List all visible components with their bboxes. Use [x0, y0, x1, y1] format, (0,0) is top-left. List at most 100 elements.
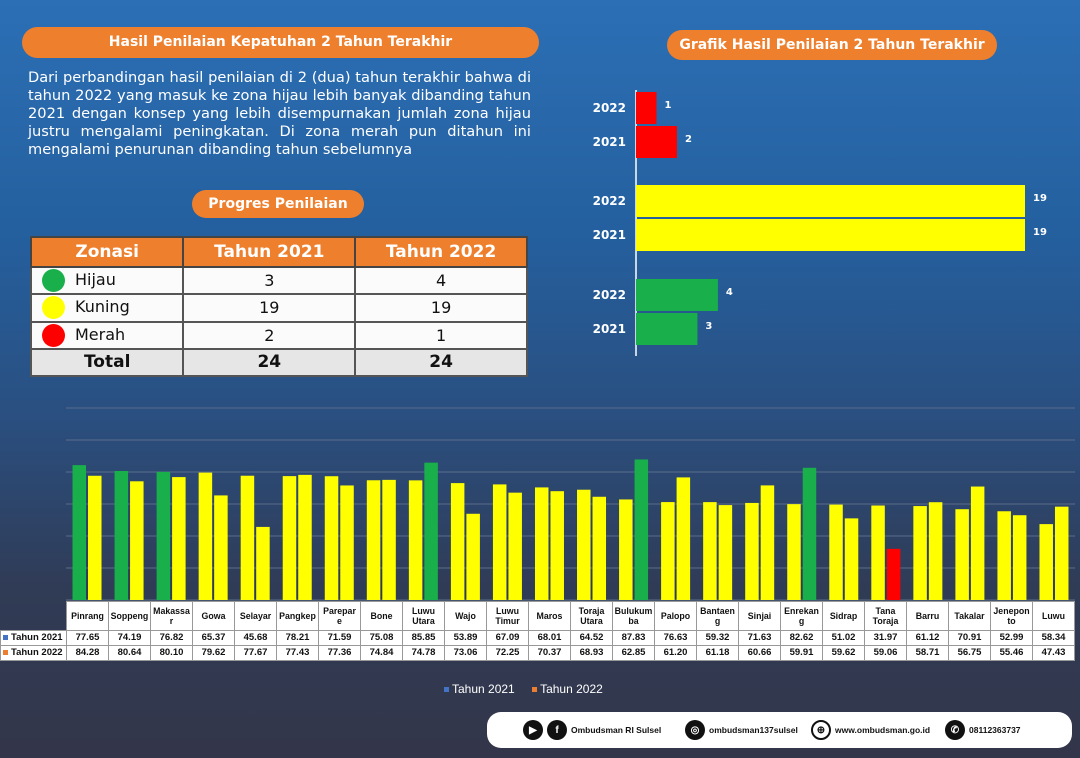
data-value: 68.93 — [570, 645, 613, 661]
category-label: Soppeng — [108, 601, 151, 631]
bar-2021 — [130, 481, 144, 600]
bar-2021 — [886, 548, 901, 600]
bar-2021 — [508, 492, 522, 600]
bar-2021 — [466, 513, 480, 600]
category-label: Pinrang — [66, 601, 109, 631]
data-value: 68.01 — [528, 630, 571, 646]
data-value: 76.63 — [654, 630, 697, 646]
section-title-right: Grafik Hasil Penilaian 2 Tahun Terakhir — [667, 30, 997, 60]
data-value: 53.89 — [444, 630, 487, 646]
h-year-label: 2022 — [593, 194, 626, 208]
data-value: 80.10 — [150, 645, 193, 661]
category-label: Palopo — [654, 601, 697, 631]
h-value-label: 19 — [1033, 227, 1047, 238]
bar-2022 — [619, 499, 633, 600]
data-value: 59.32 — [696, 630, 739, 646]
bar-2021 — [844, 518, 859, 600]
data-value: 59.06 — [864, 645, 907, 661]
bar-2022 — [156, 471, 171, 600]
bar-2021 — [928, 502, 943, 600]
data-value: 87.83 — [612, 630, 655, 646]
facebook-contact[interactable]: ▶ f Ombudsman RI Sulsel — [523, 720, 661, 740]
h-bar — [636, 185, 1025, 217]
data-value: 52.99 — [990, 630, 1033, 646]
h-year-label: 2022 — [593, 288, 626, 302]
footer-bar: ▶ f Ombudsman RI Sulsel ◎ ombudsman137su… — [487, 712, 1072, 748]
data-value: 60.66 — [738, 645, 781, 661]
year-2022-header: Tahun 2022 — [354, 235, 528, 269]
facebook-label: Ombudsman RI Sulsel — [571, 725, 662, 735]
category-label: Luwu — [1032, 601, 1075, 631]
data-value: 51.02 — [822, 630, 865, 646]
green-dot-icon — [42, 269, 65, 293]
website-contact[interactable]: ⊕ www.ombudsman.go.id — [811, 720, 930, 740]
bar-2021 — [88, 475, 102, 600]
chart-legend: Tahun 2021 Tahun 2022 — [444, 682, 617, 696]
data-value: 47.43 — [1032, 645, 1075, 661]
category-label: Sidrap — [822, 601, 865, 631]
value-cell: 3 — [182, 266, 357, 296]
data-value: 64.52 — [570, 630, 613, 646]
data-value: 80.64 — [108, 645, 151, 661]
description-text: Dari perbandingan hasil penilaian di 2 (… — [28, 69, 531, 158]
table-header-row: Pinrang Soppeng Makassa r Gowa Selayar Pangke… — [1, 601, 1075, 631]
bar-2022 — [913, 506, 927, 600]
value-cell: 2 — [182, 320, 357, 350]
bar-2022 — [745, 502, 759, 600]
website-label: www.ombudsman.go.id — [835, 725, 931, 735]
bar-2021 — [1054, 506, 1069, 600]
h-year-label: 2022 — [593, 101, 626, 115]
zone-cell: Kuning — [29, 293, 185, 323]
bar-2021 — [634, 459, 649, 600]
data-value: 84.28 — [66, 645, 109, 661]
whatsapp-icon: ✆ — [945, 720, 965, 740]
data-value: 65.37 — [192, 630, 235, 646]
bar-2021 — [760, 485, 775, 600]
bar-2021 — [592, 496, 607, 600]
series-label: Tahun 2021 — [0, 630, 67, 646]
category-label: Toraja Utara — [570, 601, 613, 631]
data-value: 79.62 — [192, 645, 235, 661]
data-table: Pinrang Soppeng Makassa r Gowa Selayar Pangke… — [0, 601, 1075, 661]
whatsapp-contact[interactable]: ✆ 08112363737 — [945, 720, 1021, 740]
h-bar — [636, 126, 677, 158]
legend-item-2021: Tahun 2021 — [444, 682, 515, 696]
data-value: 77.43 — [276, 645, 319, 661]
category-label: Pangkep — [276, 601, 319, 631]
instagram-label: ombudsman137sulsel — [709, 725, 798, 735]
zone-label: Merah — [75, 324, 126, 344]
bar-2022 — [829, 504, 843, 600]
total-2022: 24 — [354, 347, 528, 378]
h-value-label: 19 — [1033, 193, 1047, 204]
bar-2021 — [676, 477, 691, 600]
legend-label: Tahun 2022 — [540, 682, 603, 696]
bar-2022 — [324, 476, 339, 600]
bar-2022 — [661, 502, 675, 600]
bar-2021 — [298, 474, 312, 600]
total-row: Total 24 24 — [29, 347, 528, 378]
category-label: Takalar — [948, 601, 991, 631]
zone-label: Hijau — [75, 270, 116, 290]
bar-2021 — [340, 485, 354, 600]
bar-2022 — [282, 476, 297, 600]
instagram-icon: ◎ — [685, 720, 705, 740]
h-value-label: 4 — [726, 287, 733, 298]
data-value: 31.97 — [864, 630, 907, 646]
data-value: 70.91 — [948, 630, 991, 646]
bar-2021 — [802, 467, 817, 600]
legend-label: Tahun 2021 — [452, 682, 515, 696]
data-value: 45.68 — [234, 630, 277, 646]
data-value: 70.37 — [528, 645, 571, 661]
bar-2022 — [787, 504, 801, 600]
h-year-label: 2021 — [593, 322, 626, 336]
bar-2022 — [408, 480, 423, 600]
data-value: 75.08 — [360, 630, 403, 646]
year-2021-header: Tahun 2021 — [182, 235, 357, 269]
category-label: Selayar — [234, 601, 277, 631]
instagram-contact[interactable]: ◎ ombudsman137sulsel — [685, 720, 798, 740]
bar-2021 — [1012, 515, 1027, 600]
table-row: Tahun 2022 84.28 80.64 80.10 79.62 77.67 77.43… — [0, 645, 1075, 661]
category-label: Luwu Timur — [486, 601, 529, 631]
h-bar — [636, 313, 698, 345]
legend-swatch — [532, 687, 538, 693]
